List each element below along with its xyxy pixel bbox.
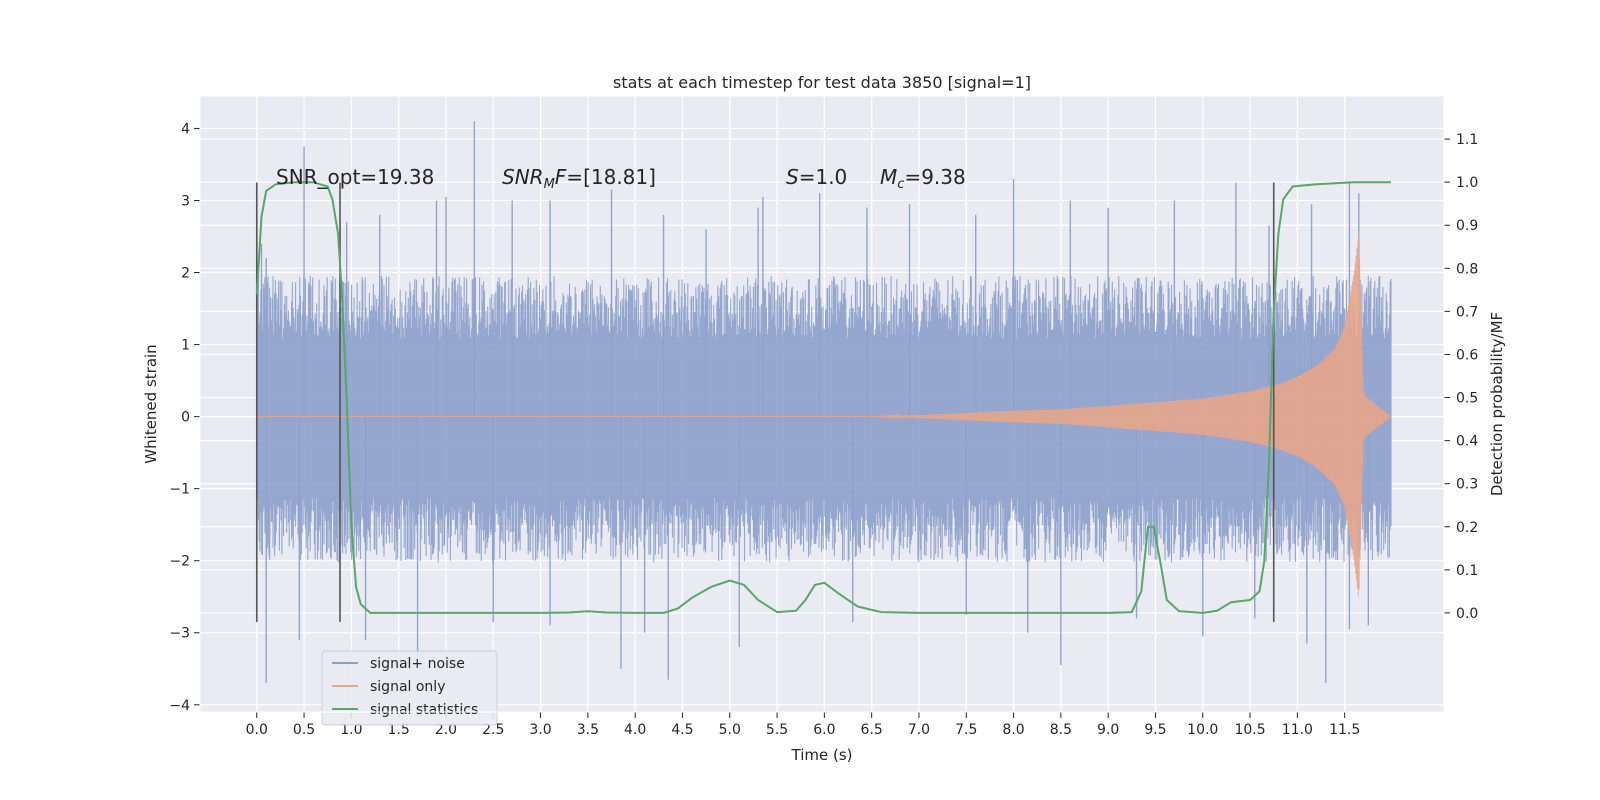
series-signal-noise xyxy=(256,121,1392,684)
legend: signal+ noise signal only signal statist… xyxy=(321,650,498,726)
x-axis: 0.0 0.5 1.0 1.5 2.0 2.5 3.0 3.5 4.0 4.5 5.0 5.5 6.0 6… xyxy=(246,712,1360,738)
x-tick-label: 0.0 xyxy=(246,722,268,738)
left-tick-label: −3 xyxy=(169,626,190,642)
annotation-s-value: 1.0 xyxy=(815,165,847,189)
left-tick-label: −1 xyxy=(169,482,190,498)
left-tick-label: 2 xyxy=(181,266,190,282)
chirp-trace xyxy=(256,233,1392,596)
x-tick-label: 7.5 xyxy=(955,722,977,738)
left-tick-label: −4 xyxy=(169,698,190,714)
right-tick-label: 1.0 xyxy=(1456,175,1478,191)
right-tick-label: 0.8 xyxy=(1456,261,1478,277)
y-axis-label-left: Whitened strain xyxy=(142,344,160,463)
x-tick-label: 10.5 xyxy=(1234,722,1265,738)
series-signal-only xyxy=(256,233,1392,596)
annotation-snr-mf-value: [18.81] xyxy=(583,165,656,189)
x-tick-label: 5.0 xyxy=(719,722,741,738)
x-axis-label: Time (s) xyxy=(791,746,853,764)
x-tick-label: 11.5 xyxy=(1329,722,1360,738)
series-signal-statistics xyxy=(255,181,1391,614)
legend-label-signal-only: signal only xyxy=(370,679,445,695)
x-tick-label: 3.0 xyxy=(529,722,551,738)
legend-label-signal-noise: signal+ noise xyxy=(370,656,465,672)
x-tick-label: 3.5 xyxy=(577,722,599,738)
chart-title: stats at each timestep for test data 385… xyxy=(613,73,1031,92)
plot-frame xyxy=(199,95,1445,713)
x-tick-label: 6.0 xyxy=(813,722,835,738)
right-tick-label: 0.3 xyxy=(1456,477,1478,493)
right-tick-label: 0.2 xyxy=(1456,520,1478,536)
x-tick-label: 4.0 xyxy=(624,722,646,738)
x-tick-label: 1.0 xyxy=(340,722,362,738)
annotation-mc-value: 9.38 xyxy=(921,165,966,189)
annotation-snr-mf: SNRMF=[18.81] xyxy=(502,165,656,192)
x-tick-label: 10.0 xyxy=(1187,722,1218,738)
left-tick-label: 3 xyxy=(181,193,190,209)
x-tick-label: 6.5 xyxy=(861,722,883,738)
y-axis-label-right: Detection probability/MF xyxy=(1488,312,1506,496)
left-tick-label: 4 xyxy=(181,121,190,137)
x-tick-label: 0.5 xyxy=(293,722,315,738)
legend-label-signal-statistics: signal statistics xyxy=(370,702,478,718)
right-tick-label: 0.5 xyxy=(1456,391,1478,407)
right-tick-label: 0.4 xyxy=(1456,434,1478,450)
left-axis: −4 −3 −2 −1 0 1 2 3 4 xyxy=(169,121,200,714)
right-tick-label: 0.7 xyxy=(1456,304,1478,320)
x-tick-label: 5.5 xyxy=(766,722,788,738)
right-tick-label: 1.1 xyxy=(1456,132,1478,148)
right-axis: 0.0 0.1 0.2 0.3 0.4 0.5 0.6 0.7 0.8 0.9 1.0 1.1 xyxy=(1444,132,1478,622)
x-tick-label: 9.0 xyxy=(1097,722,1119,738)
right-tick-label: 0.0 xyxy=(1456,606,1478,622)
statistics-line xyxy=(255,181,1391,614)
x-tick-label: 9.5 xyxy=(1144,722,1166,738)
annotation-s: S=1.0 xyxy=(786,165,847,189)
x-tick-label: 7.0 xyxy=(908,722,930,738)
x-tick-label: 4.5 xyxy=(671,722,693,738)
left-tick-label: 0 xyxy=(181,410,190,426)
x-tick-label: 2.5 xyxy=(482,722,504,738)
annotations: SNR_opt=19.38 SNRMF=[18.81] S=1.0 Mc=9.3… xyxy=(276,165,966,192)
right-tick-label: 0.1 xyxy=(1456,563,1478,579)
x-tick-label: 1.5 xyxy=(388,722,410,738)
annotation-mc: Mc=9.38 xyxy=(880,165,966,192)
left-tick-label: 1 xyxy=(181,338,190,354)
left-tick-label: −2 xyxy=(169,554,190,570)
noise-trace xyxy=(256,275,1392,563)
x-tick-label: 8.0 xyxy=(1002,722,1024,738)
annotation-snr-opt: SNR_opt=19.38 xyxy=(276,165,434,189)
x-tick-label: 8.5 xyxy=(1050,722,1072,738)
legend-box xyxy=(321,650,498,726)
right-tick-label: 0.6 xyxy=(1456,347,1478,363)
x-tick-label: 2.0 xyxy=(435,722,457,738)
right-tick-label: 0.9 xyxy=(1456,218,1478,234)
x-tick-label: 11.0 xyxy=(1282,722,1313,738)
